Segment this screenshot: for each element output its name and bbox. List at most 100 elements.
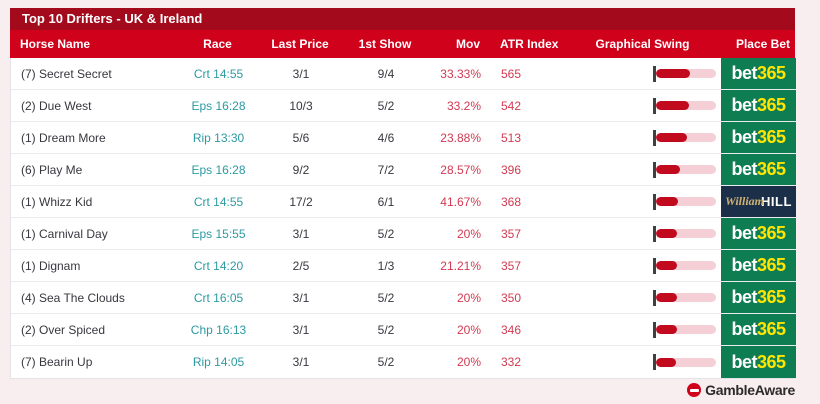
bet365-logo-365: 365 (756, 63, 786, 83)
bet365-logo[interactable]: bet 365 (721, 218, 796, 249)
col-horse-name: Horse Name (20, 37, 91, 51)
bet365-logo[interactable]: bet 365 (721, 282, 796, 313)
table-header: Horse Name Race Last Price 1st Show Mov … (10, 30, 795, 58)
gambleaware-icon-bar (689, 388, 699, 392)
race-link[interactable]: Crt 16:05 (193, 290, 244, 305)
place-bet-cell[interactable]: bet 365 (721, 122, 796, 153)
horse-name: (6) Play Me (21, 162, 83, 177)
bet365-logo-bet: bet (731, 127, 757, 147)
swing-fill (656, 325, 677, 334)
place-bet-cell[interactable]: bet 365 (721, 90, 796, 121)
swing-baseline-tick (653, 289, 656, 306)
table-row: (1) Dream More Rip 13:30 5/6 4/6 23.88% … (11, 122, 796, 154)
race-link[interactable]: Eps 16:28 (191, 162, 246, 177)
race-link[interactable]: Eps 15:55 (191, 226, 246, 241)
graphical-swing-cell (566, 218, 721, 249)
mov-value: 33.33% (440, 66, 481, 81)
race-link[interactable]: Crt 14:20 (193, 258, 244, 273)
mov-value: 20% (456, 290, 481, 305)
mov-value: 28.57% (440, 162, 481, 177)
last-price: 3/1 (292, 226, 310, 241)
col-graphical-swing: Graphical Swing (595, 37, 690, 51)
atr-index-value: 350 (501, 290, 522, 305)
bet365-logo-bet: bet (731, 319, 757, 339)
first-show: 5/2 (377, 355, 395, 369)
bet365-logo[interactable]: bet 365 (721, 314, 796, 345)
table-row: (2) Due West Eps 16:28 10/3 5/2 33.2% 54… (11, 90, 796, 122)
atr-index-value: 357 (501, 258, 522, 273)
atr-index-value: 513 (501, 130, 522, 145)
swing-track (656, 69, 716, 78)
bet365-logo-bet: bet (731, 159, 757, 179)
first-show: 1/3 (377, 258, 395, 273)
bet365-logo[interactable]: bet 365 (721, 154, 796, 185)
place-bet-cell[interactable]: bet 365 (721, 218, 796, 249)
swing-track (656, 165, 716, 174)
col-place-bet: Place Bet (735, 37, 790, 51)
place-bet-cell[interactable]: bet 365 (721, 58, 796, 89)
horse-name: (2) Due West (21, 98, 92, 113)
col-last-price: Last Price (271, 37, 329, 51)
bet365-logo[interactable]: bet 365 (721, 122, 796, 153)
last-price: 9/2 (292, 162, 310, 177)
bet365-logo[interactable]: bet 365 (721, 346, 796, 378)
graphical-swing-cell (566, 314, 721, 345)
race-link[interactable]: Crt 14:55 (193, 194, 244, 209)
swing-fill (656, 133, 687, 142)
bet365-logo-365: 365 (756, 319, 786, 339)
gambleaware-label: GambleAware (705, 382, 795, 398)
place-bet-cell[interactable]: bet 365 (721, 282, 796, 313)
col-mov: Mov (456, 37, 480, 51)
bet365-logo-365: 365 (756, 351, 786, 372)
place-bet-cell[interactable]: William HILL (721, 186, 796, 217)
table-row: (7) Secret Secret Crt 14:55 3/1 9/4 33.3… (11, 58, 796, 90)
swing-baseline-tick (653, 193, 656, 210)
first-show: 5/2 (377, 98, 395, 113)
swing-track (656, 293, 716, 302)
col-atr-index: ATR Index (500, 37, 559, 51)
swing-fill (656, 197, 679, 206)
race-link[interactable]: Chp 16:13 (190, 322, 247, 337)
mov-value: 23.88% (440, 130, 481, 145)
swing-track (656, 101, 716, 110)
william-hill-logo-script: William (725, 194, 764, 208)
drifters-widget: Top 10 Drifters - UK & Ireland Horse Nam… (10, 8, 796, 379)
swing-baseline-tick (653, 161, 656, 178)
place-bet-cell[interactable]: bet 365 (721, 154, 796, 185)
atr-index-value: 368 (501, 194, 522, 209)
first-show: 5/2 (377, 322, 395, 337)
race-link[interactable]: Rip 14:05 (192, 355, 245, 369)
place-bet-cell[interactable]: bet 365 (721, 346, 796, 378)
first-show: 7/2 (377, 162, 395, 177)
gambleaware-link[interactable]: GambleAware (687, 382, 795, 398)
bet365-logo-bet: bet (731, 287, 757, 307)
place-bet-cell[interactable]: bet 365 (721, 250, 796, 281)
graphical-swing-cell (566, 154, 721, 185)
first-show: 4/6 (377, 130, 395, 145)
col-first-show: 1st Show (358, 37, 412, 51)
bet365-logo-bet: bet (731, 351, 757, 372)
bet365-logo-bet: bet (731, 255, 757, 275)
bet365-logo[interactable]: bet 365 (721, 58, 796, 89)
last-price: 17/2 (289, 194, 313, 209)
graphical-swing-cell (566, 186, 721, 217)
table-body: (7) Secret Secret Crt 14:55 3/1 9/4 33.3… (10, 58, 796, 379)
race-link[interactable]: Crt 14:55 (193, 66, 244, 81)
bet365-logo[interactable]: bet 365 (721, 250, 796, 281)
bet365-logo-365: 365 (756, 255, 786, 275)
bet365-logo-365: 365 (756, 223, 786, 243)
table-row: (1) Dignam Crt 14:20 2/5 1/3 21.21% 357 … (11, 250, 796, 282)
william-hill-logo[interactable]: William HILL (721, 186, 796, 217)
horse-name: (4) Sea The Clouds (21, 290, 125, 305)
graphical-swing-cell (566, 58, 721, 89)
first-show: 5/2 (377, 290, 395, 305)
last-price: 3/1 (292, 355, 310, 369)
bet365-logo[interactable]: bet 365 (721, 90, 796, 121)
bet365-logo-365: 365 (756, 159, 786, 179)
race-link[interactable]: Rip 13:30 (192, 130, 245, 145)
race-link[interactable]: Eps 16:28 (191, 98, 246, 113)
bet365-logo-bet: bet (731, 223, 757, 243)
horse-name: (1) Dream More (21, 130, 106, 145)
place-bet-cell[interactable]: bet 365 (721, 314, 796, 345)
table-row: (6) Play Me Eps 16:28 9/2 7/2 28.57% 396… (11, 154, 796, 186)
